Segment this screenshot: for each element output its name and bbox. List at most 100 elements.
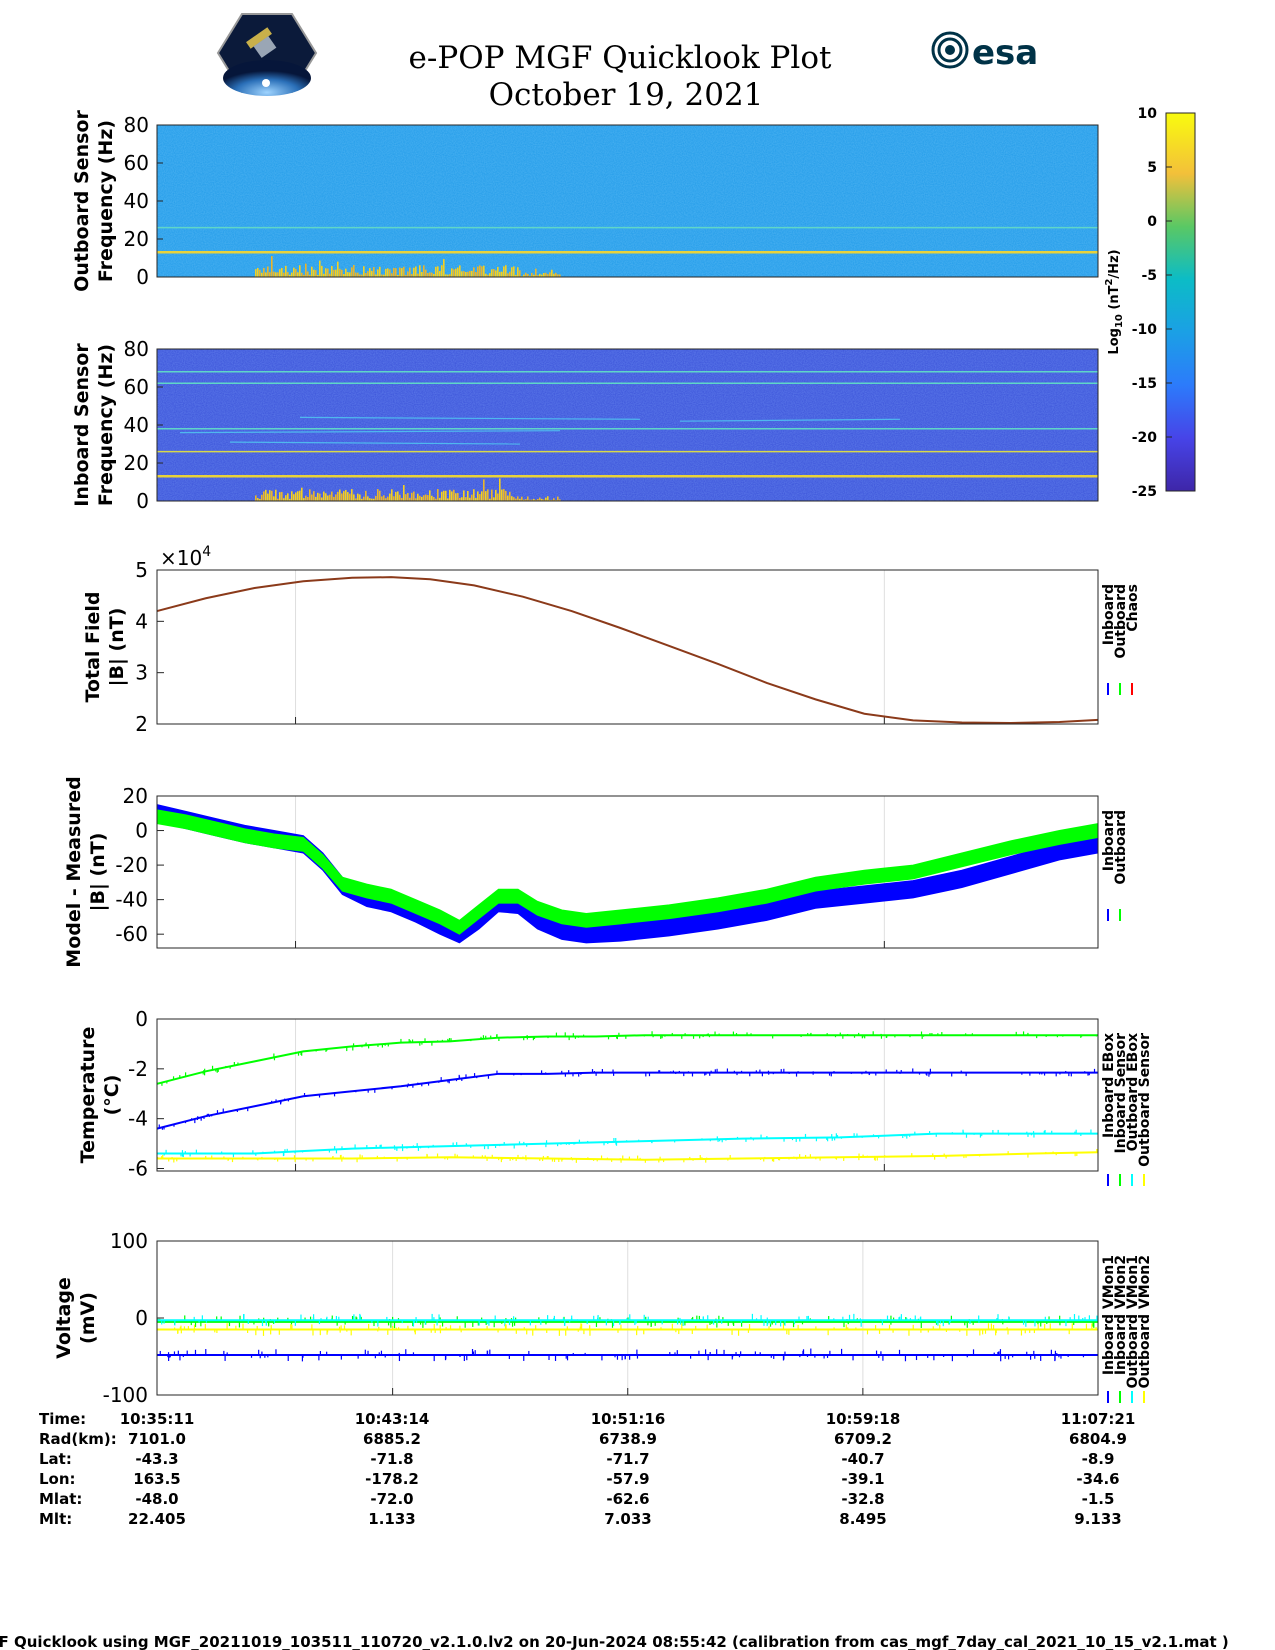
inboard-burst bbox=[513, 497, 515, 501]
voltage-ytick-label: 100 bbox=[110, 1229, 148, 1253]
outboard-burst bbox=[335, 269, 337, 277]
inboard-burst bbox=[557, 496, 559, 501]
inboard-burst bbox=[371, 498, 373, 501]
inboard-burst bbox=[493, 497, 495, 501]
ephemeris-cell: 6885.2 bbox=[363, 1430, 421, 1448]
outboard-burst bbox=[355, 272, 357, 277]
inboard-ylabel-line2: Frequency (Hz) bbox=[95, 344, 117, 506]
inboard-burst bbox=[431, 495, 433, 501]
inboard-burst bbox=[277, 498, 279, 501]
inboard-burst bbox=[389, 493, 391, 501]
outboard-burst bbox=[351, 267, 353, 277]
temperature-series-inboard-ebox bbox=[156, 1071, 1098, 1130]
total-field-ytick-label: 4 bbox=[135, 609, 148, 633]
inboard-burst bbox=[527, 496, 529, 501]
outboard-burst bbox=[389, 269, 391, 277]
outboard-ytick-label: 60 bbox=[124, 151, 149, 175]
outboard-burst bbox=[539, 273, 541, 277]
outboard-burst bbox=[267, 266, 269, 277]
outboard-burst bbox=[303, 274, 305, 277]
outboard-burst bbox=[403, 266, 405, 277]
outboard-burst bbox=[433, 273, 435, 277]
total-field-series-chaos bbox=[156, 576, 1099, 724]
inboard-burst bbox=[355, 498, 357, 501]
inboard-burst bbox=[407, 493, 409, 501]
model-minus-measured-ytick-label: 20 bbox=[123, 784, 148, 808]
temperature-legend-label: Outboard EBox bbox=[1125, 1033, 1141, 1151]
outboard-burst bbox=[347, 272, 349, 277]
outboard-burst bbox=[415, 266, 417, 277]
outboard-burst bbox=[531, 272, 533, 277]
outboard-burst bbox=[517, 267, 519, 277]
inboard-burst bbox=[365, 490, 367, 501]
ephemeris-cell: -34.6 bbox=[1076, 1470, 1119, 1488]
inboard-burst bbox=[373, 498, 375, 501]
outboard-burst bbox=[357, 272, 359, 277]
inboard-burst bbox=[315, 496, 317, 501]
ephemeris-cell: -8.9 bbox=[1082, 1450, 1115, 1468]
ephemeris-cell: 6709.2 bbox=[834, 1430, 892, 1448]
outboard-burst bbox=[289, 274, 291, 277]
model-minus-measured-ylabel-line1: Model - Measured bbox=[63, 776, 85, 967]
inboard-burst bbox=[411, 492, 413, 501]
outboard-burst bbox=[297, 272, 299, 277]
inboard-spectrogram-panel: 80 60 40 20 0 Inboard Sensor Frequency (Hz) bbox=[71, 337, 1099, 513]
inboard-burst bbox=[465, 497, 467, 501]
esa-logo-text: esa bbox=[972, 33, 1038, 73]
outboard-burst bbox=[319, 260, 321, 277]
inboard-burst bbox=[367, 496, 369, 501]
outboard-burst bbox=[375, 274, 377, 277]
outboard-burst bbox=[519, 270, 521, 277]
voltage-ylabel-line1: Voltage bbox=[53, 1277, 75, 1359]
inboard-burst bbox=[383, 495, 385, 501]
ephemeris-cell: -43.3 bbox=[135, 1450, 178, 1468]
outboard-burst bbox=[259, 269, 261, 277]
outboard-burst bbox=[315, 270, 317, 277]
inboard-burst bbox=[279, 492, 281, 501]
outboard-burst bbox=[311, 266, 313, 277]
total-field-legend-label: Outboard bbox=[1113, 584, 1129, 659]
total-field-ylabel-line1: Total Field bbox=[82, 591, 104, 702]
ephemeris-cell: 7.033 bbox=[604, 1510, 651, 1528]
temperature-legend-label: Inboard Sensor bbox=[1113, 1033, 1129, 1154]
inboard-burst bbox=[341, 493, 343, 501]
inboard-burst bbox=[419, 495, 421, 501]
outboard-burst bbox=[431, 272, 433, 277]
ephemeris-cell: 11:07:21 bbox=[1061, 1410, 1136, 1428]
inboard-burst bbox=[361, 498, 363, 501]
ephemeris-cell: 10:51:16 bbox=[591, 1410, 666, 1428]
inboard-burst bbox=[467, 490, 469, 501]
outboard-burst bbox=[341, 269, 343, 277]
title-line1: e-POP MGF Quicklook Plot bbox=[409, 40, 832, 76]
outboard-burst bbox=[281, 267, 283, 277]
outboard-burst bbox=[395, 268, 397, 277]
inboard-burst bbox=[443, 490, 445, 501]
ephemeris-cell: 10:35:11 bbox=[120, 1410, 195, 1428]
inboard-burst bbox=[535, 499, 537, 501]
inboard-burst bbox=[381, 496, 383, 501]
outboard-burst bbox=[293, 267, 295, 277]
outboard-burst bbox=[257, 268, 259, 277]
inboard-burst bbox=[549, 499, 551, 501]
voltage-legend-label: Inboard VMon1 bbox=[1101, 1255, 1117, 1375]
ephemeris-cell: -178.2 bbox=[365, 1470, 419, 1488]
outboard-burst bbox=[295, 268, 297, 277]
inboard-burst bbox=[329, 494, 331, 501]
inboard-burst bbox=[455, 493, 457, 501]
inboard-burst bbox=[263, 491, 265, 501]
inboard-burst bbox=[485, 491, 487, 501]
outboard-burst bbox=[543, 273, 545, 277]
inboard-burst bbox=[457, 492, 459, 501]
colorbar-tick-label: 10 bbox=[1138, 106, 1158, 122]
inboard-burst bbox=[433, 496, 435, 501]
ephemeris-cell: 8.495 bbox=[839, 1510, 886, 1528]
outboard-burst bbox=[279, 269, 281, 277]
outboard-burst bbox=[471, 270, 473, 277]
outboard-burst bbox=[475, 272, 477, 277]
outboard-burst bbox=[461, 271, 463, 277]
inboard-burst bbox=[345, 489, 347, 501]
inboard-burst bbox=[397, 491, 399, 501]
inboard-burst bbox=[303, 498, 305, 501]
outboard-burst bbox=[495, 270, 497, 277]
outboard-burst bbox=[411, 274, 413, 277]
